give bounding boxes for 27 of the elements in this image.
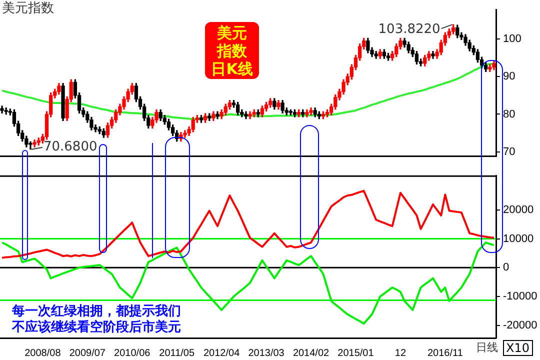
y-tick-label: -10000 [503, 290, 538, 302]
annotation: 103.8220 [378, 22, 440, 37]
x-tick-label: 2016/11 [427, 348, 464, 359]
chart-title: 美元指数 [2, 0, 54, 16]
text: X10 [503, 340, 532, 356]
text: 日线 [476, 340, 498, 355]
y-tick-label: 0 [503, 262, 510, 274]
y-tick-label: 70 [503, 146, 516, 158]
x-tick-label: 2015/01 [338, 348, 374, 359]
x-tick-label: 2009/07 [69, 348, 106, 359]
badge: 美元指数日K线 [205, 22, 259, 79]
y-tick-label: -20000 [503, 319, 538, 332]
y-tick-label: 90 [503, 70, 516, 83]
x-tick-label: 2012/04 [203, 348, 240, 359]
candlestick [28, 141, 32, 150]
y-tick-label: 20000 [503, 204, 534, 216]
y-tick-label: 10000 [503, 232, 534, 245]
x-tick-label: 12 [394, 348, 406, 359]
annotation: 每一次红绿相拥，都提示我们不应该继续看空阶段后市美元 [12, 304, 182, 336]
x-tick-label: 2014/02 [292, 348, 330, 359]
x-tick-label: 2010/06 [114, 348, 151, 359]
y-tick-label: 80 [503, 108, 516, 120]
annotation: 70.6800 [43, 140, 98, 155]
x-tick-label: 2013/03 [248, 348, 285, 359]
x-tick-label: 2011/05 [159, 348, 195, 359]
y-tick-label: 100 [503, 32, 522, 45]
x-tick-label: 2008/08 [24, 348, 62, 359]
